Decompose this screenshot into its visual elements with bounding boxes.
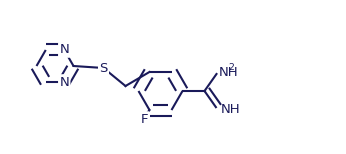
Text: NH: NH [220,103,240,116]
Text: F: F [141,113,148,126]
Text: 2: 2 [228,63,234,72]
Text: N: N [60,43,69,57]
Text: NH: NH [219,65,238,79]
Text: N: N [60,75,69,89]
Text: S: S [99,61,108,75]
